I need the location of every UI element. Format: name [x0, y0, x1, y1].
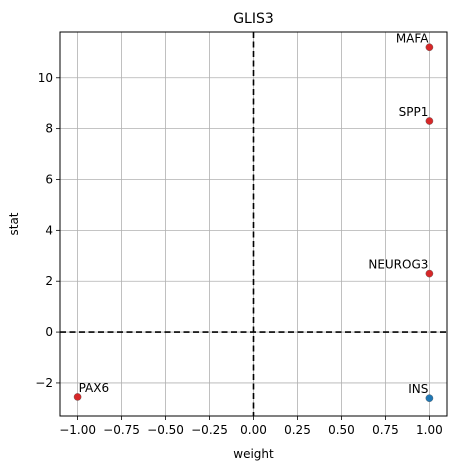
point-label: INS [408, 382, 428, 396]
y-axis: −2 0 2 4 6 8 10 [35, 71, 60, 390]
data-point [425, 269, 434, 278]
data-point [73, 393, 82, 401]
data-point [425, 43, 434, 52]
x-axis-title: weight [233, 447, 274, 461]
x-tick-label: 0.25 [284, 423, 311, 437]
x-tick-label: 0.75 [372, 423, 399, 437]
x-tick-label: −1.00 [59, 423, 96, 437]
y-tick-label: 8 [45, 122, 53, 136]
x-tick-label: −0.50 [147, 423, 184, 437]
x-tick-label: 0.50 [328, 423, 355, 437]
y-tick-label: 2 [45, 274, 53, 288]
point-label: SPP1 [399, 105, 429, 119]
y-tick-label: 4 [45, 223, 53, 237]
y-tick-label: −2 [35, 376, 53, 390]
data-point [425, 117, 434, 125]
y-tick-label: 6 [45, 172, 53, 186]
point-label: MAFA [396, 31, 429, 45]
x-tick-label: −0.25 [191, 423, 228, 437]
y-axis-title: stat [7, 212, 21, 235]
y-tick-label: 0 [45, 325, 53, 339]
x-tick-label: 0.00 [240, 423, 267, 437]
x-tick-label: −0.75 [103, 423, 140, 437]
chart-title: GLIS3 [233, 11, 274, 27]
data-point [425, 394, 434, 402]
data-points: MAFA SPP1 NEUROG3 INS PAX6 [73, 31, 434, 402]
point-label: PAX6 [79, 381, 110, 395]
reference-lines [60, 32, 447, 416]
y-tick-label: 10 [38, 71, 53, 85]
x-axis: −1.00 −0.75 −0.50 −0.25 0.00 0.25 0.50 0.75 1.00 [59, 416, 443, 437]
x-tick-label: 1.00 [416, 423, 443, 437]
point-label: NEUROG3 [368, 258, 428, 272]
